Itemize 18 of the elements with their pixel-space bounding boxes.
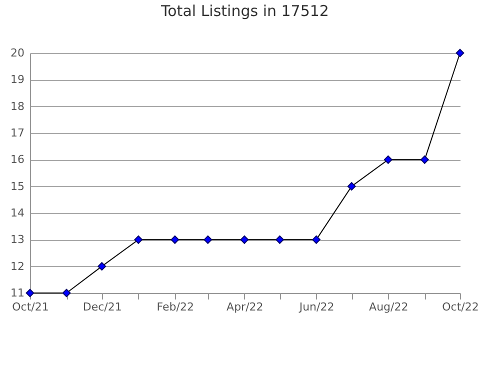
chart-title: Total Listings in 17512	[160, 2, 329, 20]
x-tick-label: Oct/22	[442, 300, 479, 314]
y-tick-label: 12	[10, 260, 24, 273]
y-tick-label: 20	[10, 46, 24, 60]
y-tick-label: 16	[10, 153, 24, 166]
x-tick-label: Apr/22	[226, 300, 264, 314]
y-tick-label: 13	[10, 233, 24, 246]
y-tick-label: 11	[10, 286, 24, 300]
x-tick-label: Jun/22	[298, 300, 334, 314]
y-tick-label: 17	[10, 126, 24, 140]
x-tick-label: Oct/21	[12, 300, 49, 314]
y-tick-label: 15	[10, 180, 24, 193]
x-tick-label: Dec/21	[82, 300, 122, 314]
y-tick-label: 14	[10, 206, 24, 220]
x-tick-label: Feb/22	[156, 300, 194, 314]
y-tick-label: 19	[10, 73, 24, 86]
x-tick-label: Aug/22	[369, 300, 408, 314]
y-tick-label: 18	[10, 100, 24, 113]
